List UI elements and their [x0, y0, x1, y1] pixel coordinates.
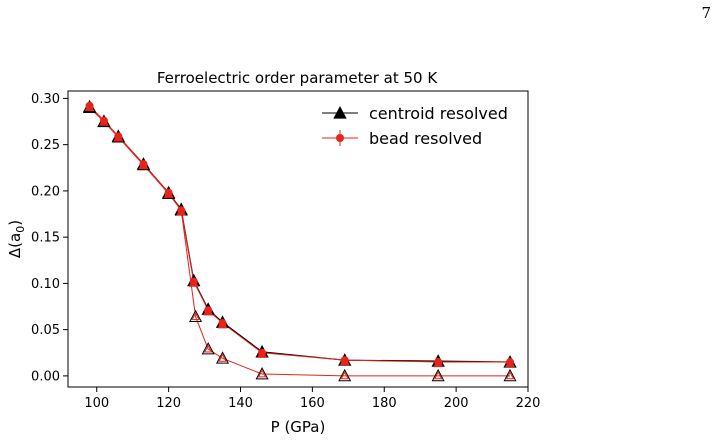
bead-point-triangle	[113, 132, 124, 142]
bead-point-triangle	[203, 306, 214, 316]
x-tick-label: 180	[372, 396, 397, 411]
y-tick-label: 0.10	[31, 277, 60, 292]
legend-label: bead resolved	[369, 129, 482, 148]
open-triangle-point-outline	[216, 351, 230, 364]
bead-point-triangle	[188, 277, 199, 287]
y-tick-label: 0.25	[31, 138, 60, 153]
bead-point-triangle	[176, 206, 187, 216]
y-axis-label-subscript: 0	[14, 226, 27, 233]
x-tick-label: 160	[300, 396, 325, 411]
legend-entry-1: centroid resolved	[322, 104, 508, 123]
open-triangle-point	[218, 353, 227, 362]
x-tick-label: 120	[156, 396, 181, 411]
y-axis: 0.00 0.05 0.10 0.15 0.20 0.25 0.30	[31, 92, 68, 384]
bead-point-triangle	[433, 357, 444, 368]
x-axis-label: P (GPa)	[271, 418, 326, 436]
y-tick-label: 0.05	[31, 323, 60, 338]
open-triangle-point-outline	[338, 368, 352, 382]
plot-frame	[67, 90, 529, 388]
legend-entry-2: bead resolved	[322, 129, 482, 148]
y-tick-label: 0.30	[31, 92, 60, 107]
bead-point-triangle	[257, 348, 268, 358]
bead-point-triangle	[163, 188, 174, 198]
bead-point-triangle	[84, 101, 95, 111]
bead-point-triangle	[505, 357, 515, 368]
open-triangle-point	[191, 312, 200, 321]
bead-point-triangle	[138, 159, 149, 170]
legend: centroid resolved bead resolved	[322, 104, 508, 148]
open-triangle-point-outline	[503, 368, 517, 382]
x-tick-label: 220	[516, 396, 541, 411]
page-number: 7	[701, 4, 711, 22]
x-axis: 100 120 140 160 180 200 220	[84, 387, 540, 411]
open-triangle-point	[257, 369, 267, 378]
x-tick-label: 140	[228, 396, 253, 411]
open-triangle-point	[340, 371, 349, 380]
open-triangle-point-outline	[431, 368, 445, 382]
markers	[82, 99, 517, 382]
open-triangle-point-outline	[189, 309, 203, 322]
y-axis-label: Δ(a0)	[6, 220, 27, 258]
y-axis-label-close: )	[6, 220, 24, 226]
open-triangle-point	[433, 371, 443, 380]
y-tick-label: 0.15	[31, 231, 60, 246]
open-triangle-point	[505, 371, 515, 380]
bead-point-triangle	[217, 318, 228, 329]
bead-point-triangle	[339, 355, 350, 366]
bead-point-triangle	[98, 116, 109, 126]
y-axis-label-main: Δ(a	[6, 233, 24, 258]
series-layer	[82, 99, 517, 382]
x-tick-label: 200	[444, 396, 469, 411]
y-tick-label: 0.20	[31, 184, 60, 199]
chart-title: Ferroelectric order parameter at 50 K	[157, 69, 438, 87]
open-triangle-point-outline	[201, 342, 215, 355]
legend-label: centroid resolved	[369, 104, 508, 123]
y-tick-label: 0.00	[31, 369, 60, 384]
legend-marker	[333, 106, 347, 119]
open-triangle-point-outline	[255, 366, 269, 380]
x-tick-label: 100	[84, 396, 109, 411]
open-triangle-point	[203, 344, 213, 353]
legend-marker	[336, 134, 344, 142]
